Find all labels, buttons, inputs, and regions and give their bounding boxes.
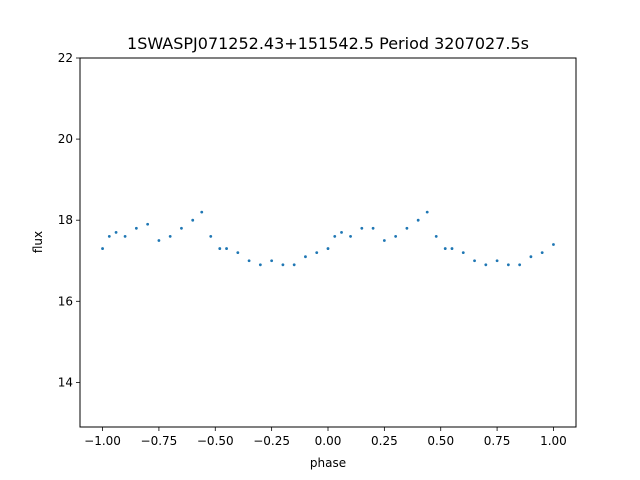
data-point — [360, 226, 364, 230]
y-axis-label: flux — [31, 231, 45, 253]
data-point — [292, 263, 296, 267]
x-tick-label: −0.50 — [197, 434, 234, 448]
data-point — [473, 259, 476, 263]
data-point — [405, 226, 409, 230]
y-axis-ticks: 14 16 18 20 22 — [58, 51, 80, 389]
data-point — [340, 230, 343, 234]
x-tick-label: 0.75 — [484, 434, 511, 448]
data-point — [506, 263, 510, 267]
data-point — [416, 218, 420, 222]
data-point — [247, 259, 251, 263]
x-tick-label: −1.00 — [84, 434, 121, 448]
data-point — [218, 247, 222, 250]
data-point — [552, 243, 555, 246]
data-point — [450, 247, 454, 250]
y-tick-label: 16 — [58, 294, 73, 308]
data-point — [114, 230, 118, 234]
data-point — [529, 255, 533, 259]
data-point — [326, 247, 330, 250]
data-point — [209, 235, 213, 238]
data-point — [518, 263, 522, 267]
data-point — [180, 226, 183, 230]
data-point — [371, 226, 375, 230]
data-point — [333, 235, 337, 238]
data-point — [123, 235, 127, 238]
data-point — [168, 235, 172, 238]
data-point — [461, 251, 465, 255]
y-tick-label: 14 — [58, 375, 73, 389]
data-point — [157, 239, 161, 242]
data-point — [107, 235, 111, 238]
data-point — [146, 222, 150, 226]
chart-title: 1SWASPJ071252.43+151542.5 Period 3207027… — [127, 34, 529, 53]
data-point — [236, 251, 240, 255]
data-point — [434, 235, 438, 238]
y-tick-label: 18 — [58, 213, 73, 227]
data-point — [425, 210, 429, 214]
data-point — [382, 239, 386, 242]
x-axis-label: phase — [310, 456, 346, 470]
data-point — [270, 259, 274, 263]
x-tick-label: −0.25 — [253, 434, 290, 448]
data-point — [101, 247, 104, 250]
data-point — [443, 247, 447, 250]
y-tick-label: 22 — [58, 51, 73, 65]
data-point — [134, 226, 138, 230]
y-tick-label: 20 — [58, 132, 73, 146]
data-point — [484, 263, 488, 267]
data-point — [495, 259, 499, 263]
data-point — [200, 210, 204, 214]
x-tick-label: 0.50 — [427, 434, 454, 448]
data-point — [191, 218, 195, 222]
data-point — [281, 263, 285, 267]
data-point — [540, 251, 544, 255]
data-points — [101, 210, 555, 267]
data-point — [304, 255, 307, 259]
data-point — [315, 251, 319, 255]
data-point — [258, 263, 262, 267]
x-axis-ticks: −1.00 −0.75 −0.50 −0.25 0.00 0.25 0.50 0.75 1.00 — [84, 427, 567, 448]
data-point — [349, 235, 352, 238]
data-point — [225, 247, 228, 250]
x-tick-label: 1.00 — [540, 434, 567, 448]
x-tick-label: −0.75 — [141, 434, 178, 448]
data-point — [394, 235, 398, 238]
x-tick-label: 0.00 — [315, 434, 342, 448]
x-tick-label: 0.25 — [371, 434, 398, 448]
